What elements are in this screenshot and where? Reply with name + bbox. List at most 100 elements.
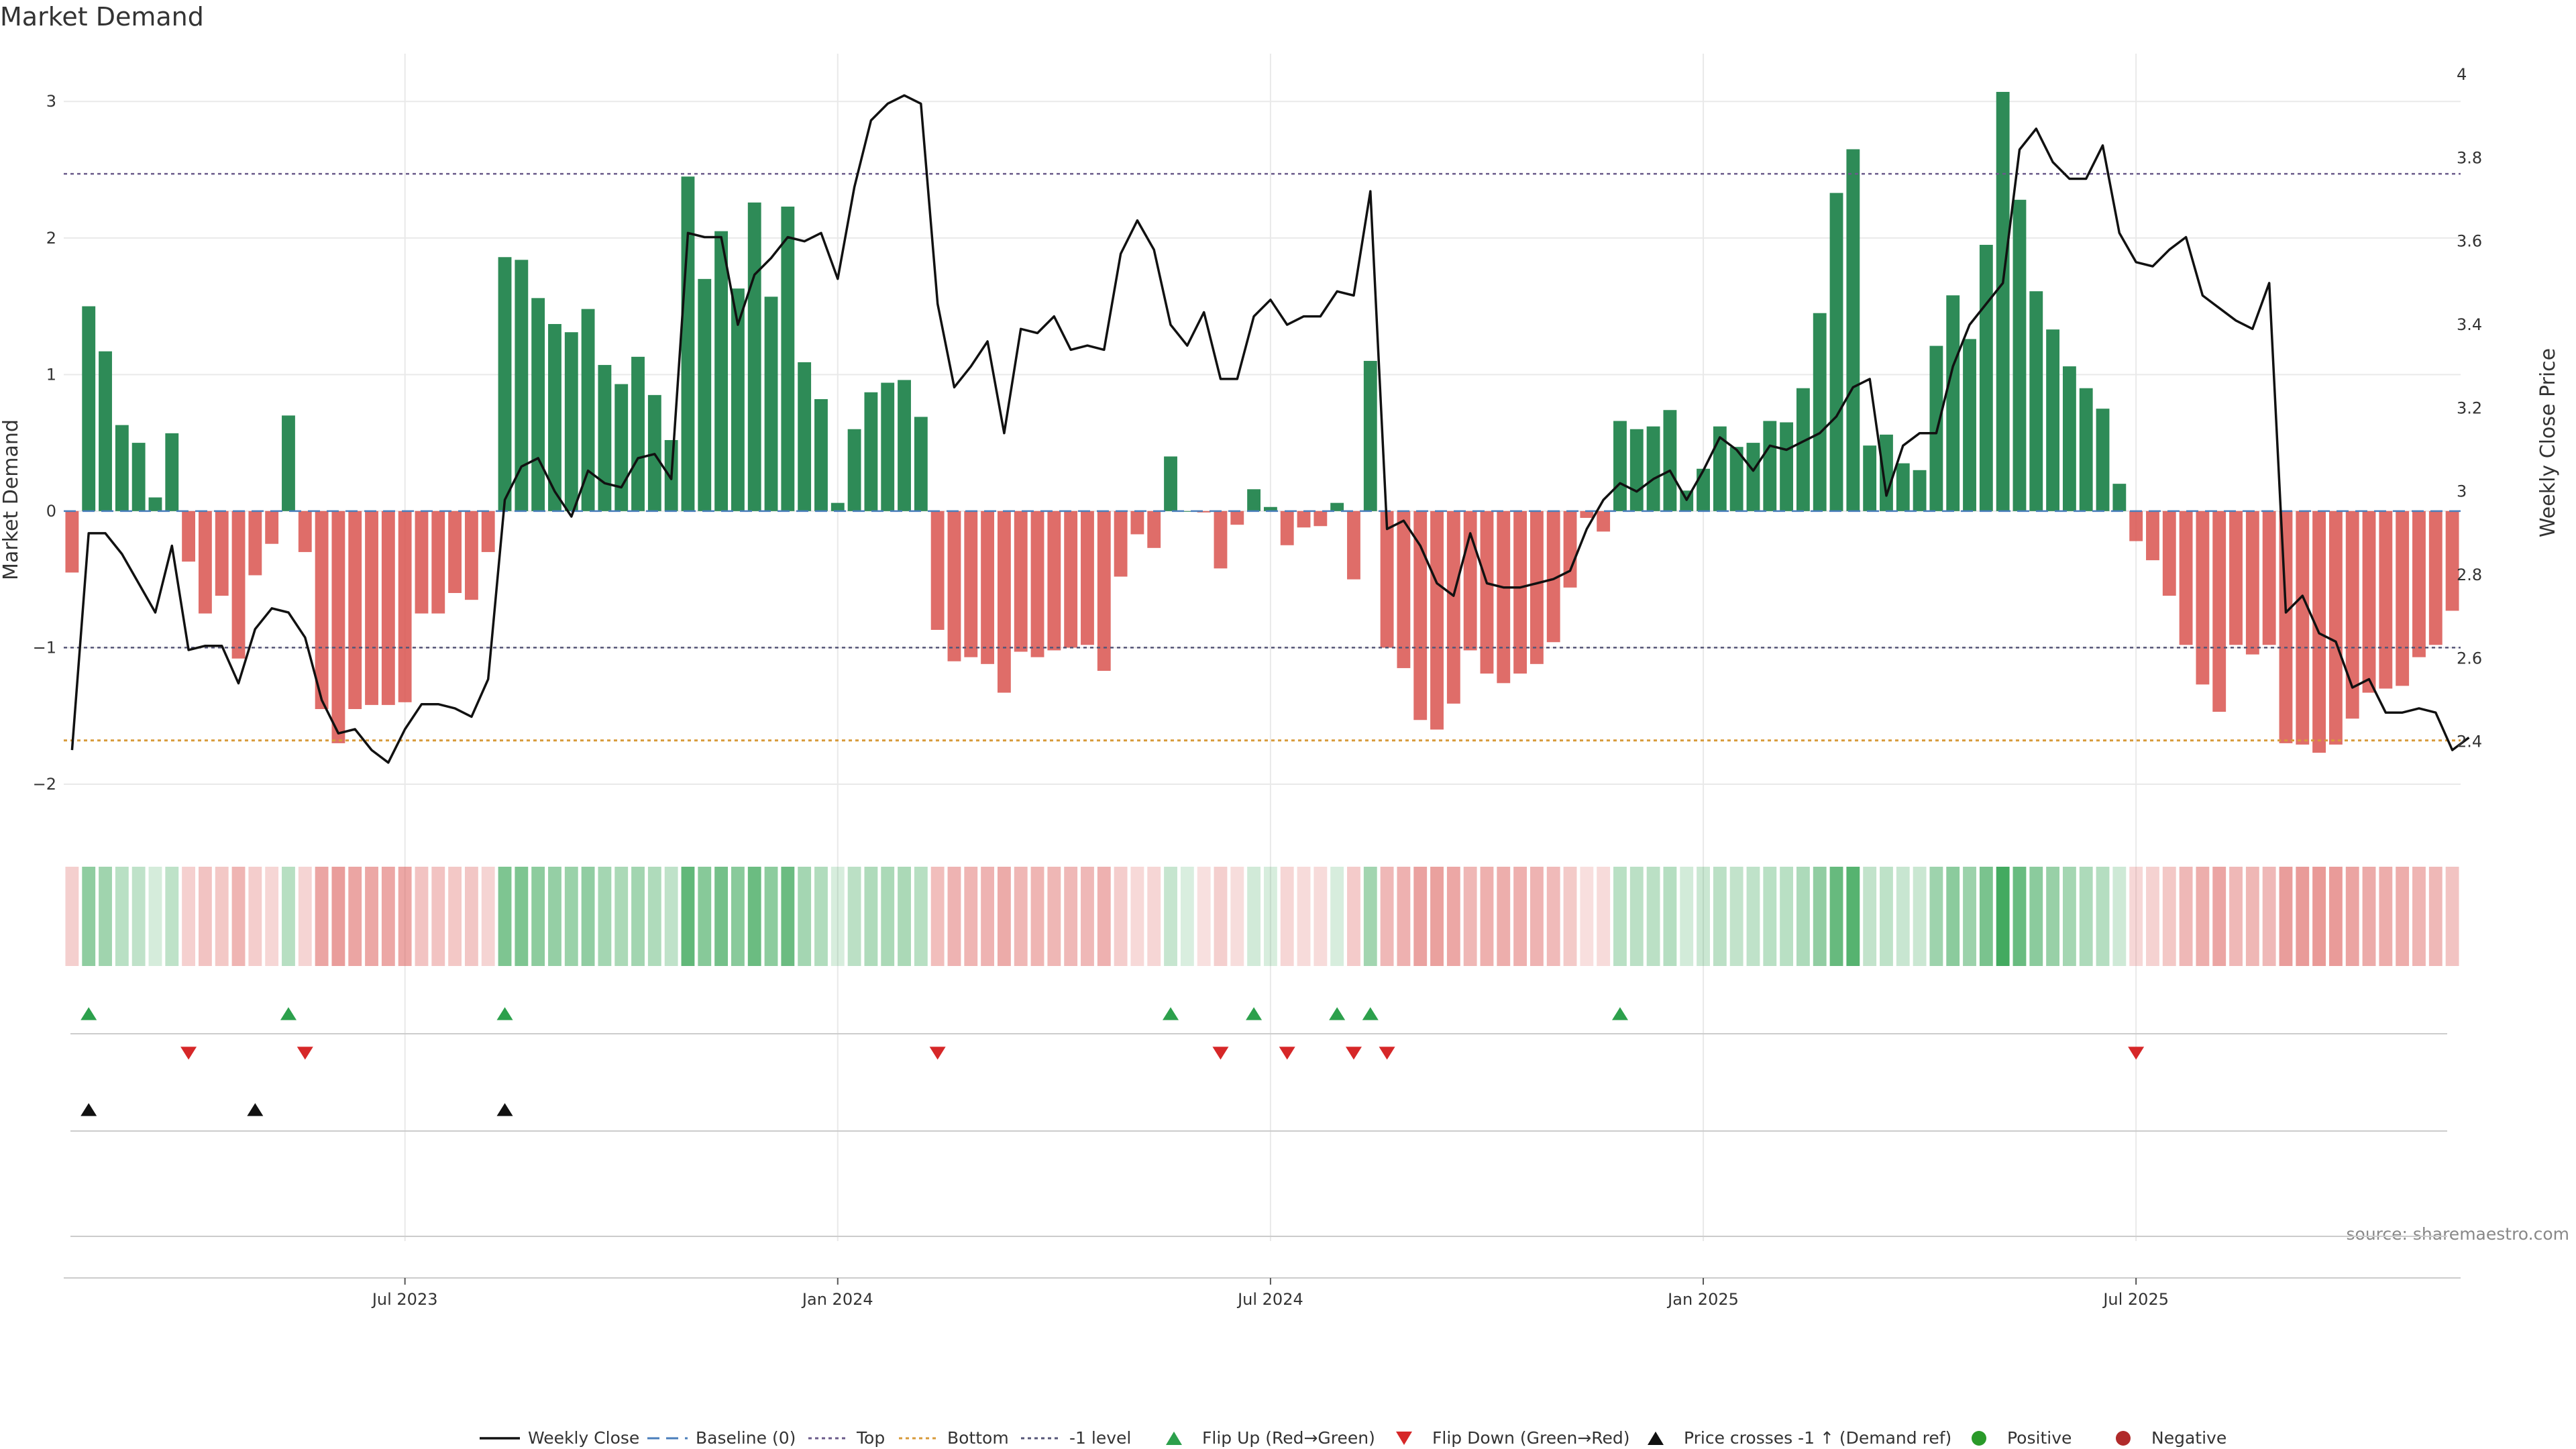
heat-cell-negative xyxy=(1214,867,1228,966)
negative-bar xyxy=(348,511,362,709)
heat-cell-positive xyxy=(82,867,96,966)
heat-cell-positive xyxy=(1363,867,1377,966)
y-tick-label: −1 xyxy=(33,638,56,657)
negative-bar xyxy=(1313,511,1328,527)
negative-bar xyxy=(2129,511,2143,541)
negative-bar xyxy=(2279,511,2293,743)
legend-item-negative: Negative xyxy=(2116,1428,2226,1448)
heat-cell-positive xyxy=(681,867,695,966)
heat-cell-negative xyxy=(947,867,961,966)
heat-cell-negative xyxy=(1397,867,1411,966)
y-axis: 3 2 1 0 −1 −2 xyxy=(33,92,56,794)
positive-bar xyxy=(1247,489,1261,511)
legend-item-flip-down: Flip Down (Green→Red) xyxy=(1396,1428,1630,1448)
negative-bar xyxy=(315,511,329,709)
heat-cell-positive xyxy=(631,867,645,966)
negative-bar xyxy=(182,511,196,562)
heat-cell-positive xyxy=(830,867,845,966)
positive-bar xyxy=(1763,421,1777,511)
positive-bar xyxy=(1263,506,1277,511)
heat-cell-negative xyxy=(1380,867,1394,966)
negative-bar xyxy=(1114,511,1128,577)
event-markers xyxy=(70,1007,2447,1237)
price-cross-marker xyxy=(80,1103,97,1116)
heat-cell-positive xyxy=(1713,867,1727,966)
heat-cell-positive xyxy=(1613,867,1627,966)
heat-cell-negative xyxy=(2445,867,2459,966)
x-tick-label: Jan 2025 xyxy=(1666,1290,1739,1309)
negative-bar xyxy=(381,511,395,705)
positive-bar xyxy=(847,429,861,511)
positive-bar xyxy=(1663,410,1677,511)
heat-cell-negative xyxy=(215,867,229,966)
negative-bar xyxy=(431,511,445,614)
heat-cell-positive xyxy=(1697,867,1710,966)
positive-bar xyxy=(2029,291,2043,511)
heat-cell-negative xyxy=(2312,867,2326,966)
positive-bar xyxy=(498,257,512,511)
legend-label: Negative xyxy=(2151,1428,2226,1448)
heat-cell-negative xyxy=(464,867,478,966)
positive-bar xyxy=(1796,388,1810,511)
positive-bar xyxy=(2062,366,2076,511)
y2-tick-label: 2.8 xyxy=(2457,566,2482,584)
negative-bar xyxy=(2212,511,2226,712)
flip-down-marker xyxy=(2128,1046,2145,1060)
positive-bar xyxy=(282,415,295,511)
demand-heat-strip xyxy=(65,867,2459,966)
heat-cell-negative xyxy=(481,867,495,966)
negative-bar xyxy=(1563,511,1577,588)
heat-cell-positive xyxy=(1913,867,1927,966)
weekly-close-line xyxy=(70,94,2470,764)
heat-cell-negative xyxy=(2362,867,2376,966)
legend-label: Flip Up (Red→Green) xyxy=(1202,1428,1375,1448)
heat-cell-positive xyxy=(498,867,512,966)
heat-cell-positive xyxy=(548,867,561,966)
negative-bar xyxy=(981,511,995,664)
positive-bar xyxy=(1330,502,1344,511)
flip-up-marker xyxy=(1329,1007,1346,1020)
heat-cell-negative xyxy=(2229,867,2243,966)
positive-bar xyxy=(1780,422,1794,511)
heat-cell-negative xyxy=(1130,867,1144,966)
negative-bar xyxy=(2245,511,2259,655)
legend-label: Top xyxy=(856,1428,885,1448)
legend-item-flip-up: Flip Up (Red→Green) xyxy=(1166,1428,1375,1448)
negative-bar xyxy=(1380,511,1394,648)
positive-bar xyxy=(581,309,595,511)
y-axis-label: Market Demand xyxy=(0,419,23,580)
positive-bar xyxy=(1846,149,1860,511)
heat-cell-negative xyxy=(964,867,978,966)
heat-cell-negative xyxy=(1463,867,1477,966)
positive-bar xyxy=(1729,447,1743,511)
positive-bar xyxy=(914,417,928,511)
negative-bar xyxy=(215,511,229,596)
legend-label: Baseline (0) xyxy=(696,1428,796,1448)
positive-bar xyxy=(564,332,578,511)
heat-cell-negative xyxy=(2129,867,2143,966)
legend-label: Price crosses -1 ↑ (Demand ref) xyxy=(1684,1428,1951,1448)
price-cross-marker xyxy=(496,1103,513,1116)
positive-bar xyxy=(1713,426,1727,511)
y2-tick-label: 2.4 xyxy=(2457,733,2482,751)
negative-bar xyxy=(2146,511,2159,561)
heat-cell-positive xyxy=(1746,867,1760,966)
negative-bar xyxy=(448,511,462,593)
negative-bar xyxy=(1047,511,1061,651)
legend-label: -1 level xyxy=(1069,1428,1131,1448)
heat-cell-positive xyxy=(148,867,162,966)
heat-cell-positive xyxy=(1963,867,1976,966)
heat-cell-positive xyxy=(1763,867,1777,966)
negative-bar xyxy=(1064,511,1078,648)
flip-up-marker xyxy=(1163,1007,1179,1020)
negative-bar xyxy=(2229,511,2243,645)
heat-cell-negative xyxy=(1097,867,1111,966)
positive-bar xyxy=(1979,244,1993,511)
heat-cell-negative xyxy=(1546,867,1560,966)
legend-item-positive: Positive xyxy=(1972,1428,2072,1448)
heat-cell-positive xyxy=(1180,867,1194,966)
x-tick-label: Jul 2025 xyxy=(2102,1290,2169,1309)
negative-bar xyxy=(1214,511,1228,569)
heat-cell-positive xyxy=(131,867,146,966)
negative-bar xyxy=(365,511,378,705)
